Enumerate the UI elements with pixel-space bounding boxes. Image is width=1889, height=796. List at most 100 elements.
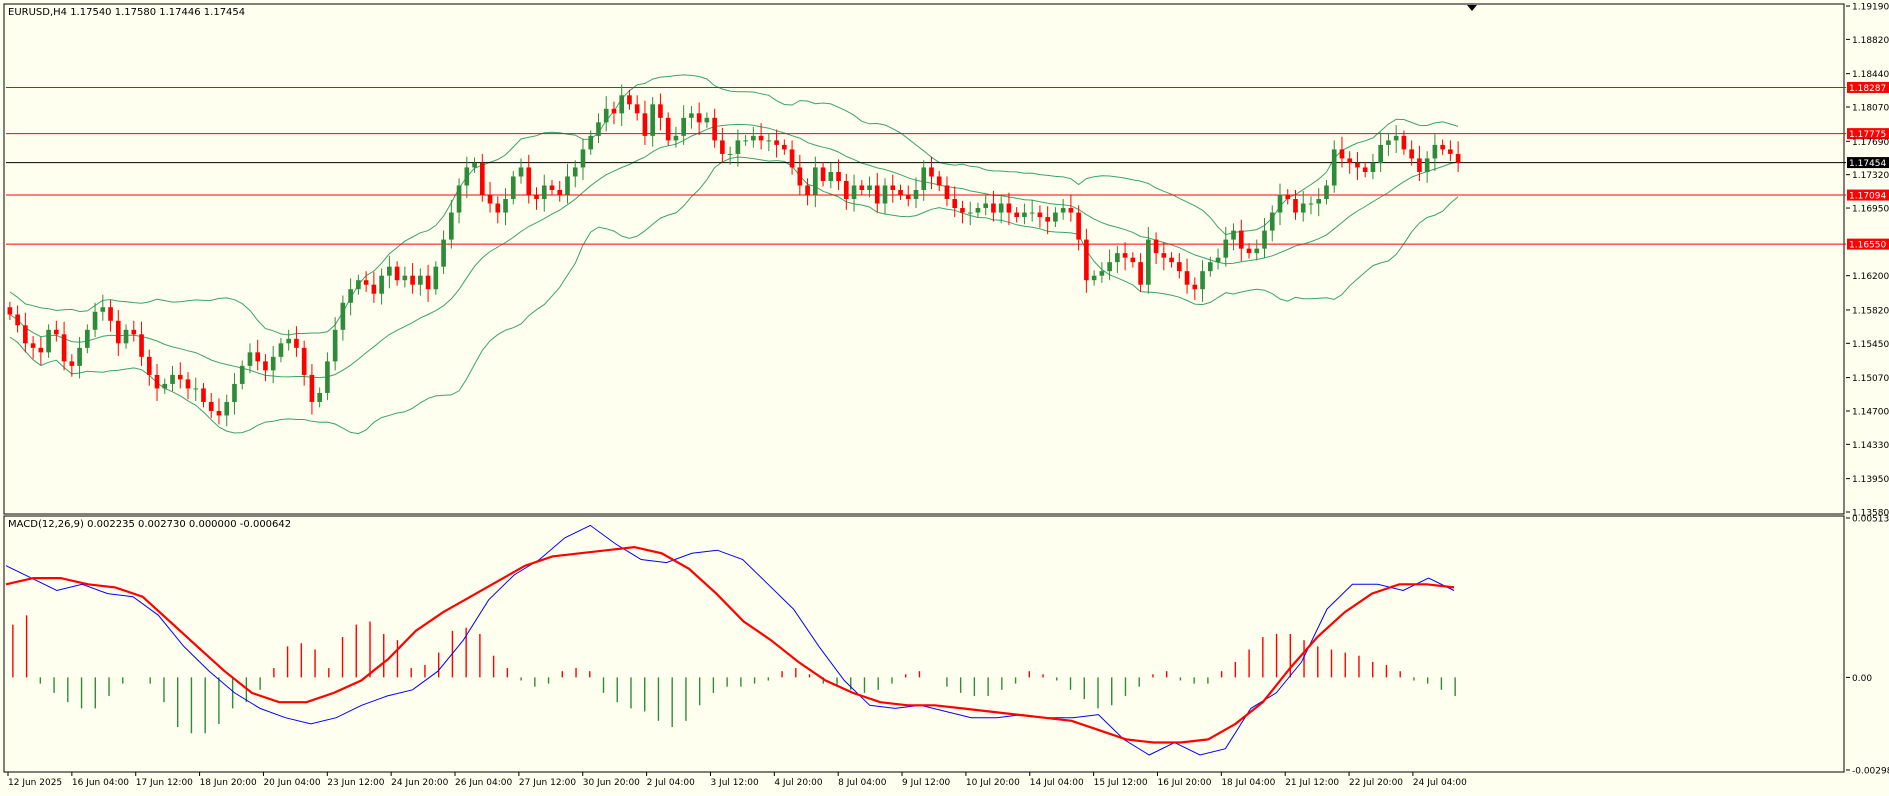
candle-body (325, 361, 330, 393)
bollinger-upper (9, 74, 1459, 336)
candle-body (1169, 257, 1174, 263)
candle-body (1161, 253, 1167, 258)
x-tick-label: 21 Jul 12:00 (1285, 778, 1339, 788)
candle-body (1099, 271, 1105, 276)
candle-body (84, 329, 90, 348)
candle-body (689, 113, 694, 118)
level-label: 1.17775 (1849, 130, 1886, 140)
level-label: 1.17094 (1849, 192, 1886, 202)
candle-body (867, 185, 872, 190)
candle-body (418, 275, 423, 285)
candle-body (247, 352, 253, 366)
candle-body (356, 280, 361, 290)
candle-body (975, 208, 981, 213)
candle-body (1153, 239, 1159, 254)
macd-line (5, 524, 1455, 756)
candle-body (309, 374, 315, 402)
candle-body (541, 185, 547, 200)
candle-body (7, 307, 13, 315)
candle-body (743, 140, 748, 142)
candle-body (828, 171, 834, 181)
candle-body (890, 185, 896, 190)
candle-body (782, 144, 787, 150)
candle-body (1455, 153, 1461, 163)
candle-body (301, 347, 307, 375)
candle-body (1068, 208, 1074, 213)
candle-body (348, 289, 353, 303)
candle-body (1231, 230, 1236, 240)
candle-body (673, 135, 679, 141)
price-pane-border (3, 3, 1845, 515)
candle-body (1339, 149, 1345, 159)
current-price-tag (1847, 157, 1889, 169)
candle-body (77, 347, 82, 366)
candle-body (758, 135, 764, 141)
candle-body (1029, 212, 1035, 214)
candle-body (510, 176, 516, 200)
y-axis: 1.19190 1.18820 1.18440 1.18070 1.17690 1.173… (1846, 3, 1889, 777)
x-tick-label: 15 Jul 12:00 (1094, 778, 1148, 788)
x-tick-label: 22 Jul 20:00 (1349, 778, 1403, 788)
candle-body (216, 410, 222, 416)
candle-body (588, 135, 594, 150)
candle-body (1006, 203, 1012, 213)
candle-body (658, 104, 663, 118)
candle-body (1060, 208, 1066, 213)
y-tick-label: 1.18070 (1852, 104, 1889, 114)
candle-body (456, 185, 462, 213)
candle-body (712, 117, 717, 141)
candle-body (766, 140, 772, 142)
candle-body (1308, 203, 1314, 205)
macd-pane-border (3, 515, 1845, 773)
candle-body (774, 140, 779, 145)
candle-body (108, 307, 113, 321)
candle-body (836, 171, 841, 181)
candle-body (38, 347, 44, 353)
chart-shift-marker-icon[interactable] (1467, 5, 1477, 11)
candle-body (1053, 212, 1058, 222)
y-tick-label: 1.17690 (1852, 138, 1889, 148)
x-tick-label: 18 Jun 20:00 (200, 778, 257, 788)
candle-body (1401, 135, 1407, 150)
candle-body (929, 167, 934, 177)
x-tick-label: 17 Jun 12:00 (136, 778, 193, 788)
x-tick-label: 30 Jun 20:00 (583, 778, 640, 788)
candle-body (1022, 212, 1027, 218)
candle-body (1215, 257, 1221, 263)
y-tick-label: 1.13580 (1852, 509, 1889, 519)
candle-body (495, 203, 501, 213)
candle-body (131, 329, 137, 335)
candle-body (843, 180, 849, 200)
y-tick-label: 1.14330 (1852, 441, 1889, 451)
candle-body (1130, 257, 1136, 263)
candle-body (1424, 158, 1430, 172)
candle-body (46, 329, 51, 353)
candle-body (15, 314, 20, 326)
candle-body (650, 104, 656, 136)
candle-body (1331, 149, 1337, 186)
candle-body (1076, 212, 1081, 240)
x-tick-label: 27 Jun 12:00 (519, 778, 576, 788)
candle-body (69, 361, 75, 366)
level-tag (1847, 189, 1889, 201)
candle-body (1246, 248, 1252, 254)
candle-body (294, 338, 299, 348)
x-tick-label: 3 Jul 12:00 (710, 778, 759, 788)
x-tick-label: 8 Jul 04:00 (838, 778, 887, 788)
candle-body (913, 190, 919, 200)
candle-body (967, 212, 973, 214)
candle-body (851, 185, 857, 200)
y-tick-label: 1.14700 (1852, 407, 1889, 417)
candle-body (619, 95, 625, 114)
candle-body (1045, 217, 1050, 222)
candle-body (1207, 262, 1213, 272)
candle-body (696, 113, 702, 123)
candle-body (332, 329, 338, 362)
x-tick-label: 16 Jul 20:00 (1157, 778, 1211, 788)
candle-body (704, 117, 710, 123)
candle-body (1324, 185, 1329, 200)
x-tick-label: 24 Jun 20:00 (391, 778, 448, 788)
candle-body (905, 194, 911, 200)
